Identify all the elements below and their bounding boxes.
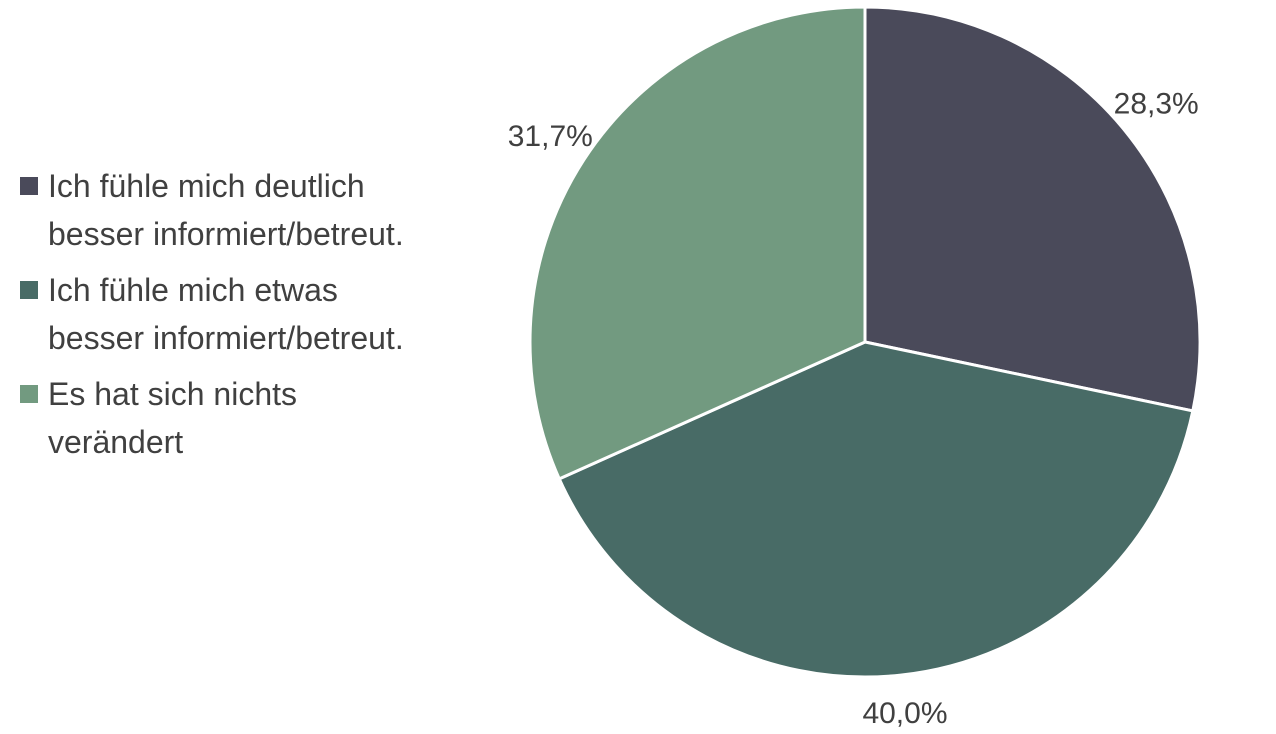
- legend-label: Ich fühle mich deutlich besser informier…: [48, 168, 404, 252]
- pie-slice: [863, 5, 1202, 413]
- legend-swatch: [20, 177, 38, 195]
- legend-swatch: [20, 385, 38, 403]
- legend: Ich fühle mich deutlich besser informier…: [20, 162, 420, 474]
- legend-item: Ich fühle mich etwas besser informiert/b…: [20, 266, 420, 362]
- legend-swatch: [20, 281, 38, 299]
- pie-slice: [528, 5, 867, 481]
- data-label: 31,7%: [508, 120, 593, 153]
- legend-label: Ich fühle mich etwas besser informiert/b…: [48, 272, 404, 356]
- data-label: 28,3%: [1114, 88, 1199, 121]
- legend-item: Ich fühle mich deutlich besser informier…: [20, 162, 420, 258]
- data-label: 40,0%: [862, 697, 947, 730]
- legend-item: Es hat sich nichts verändert: [20, 370, 420, 466]
- legend-label: Es hat sich nichts verändert: [48, 376, 297, 460]
- pie-slice: [557, 340, 1195, 679]
